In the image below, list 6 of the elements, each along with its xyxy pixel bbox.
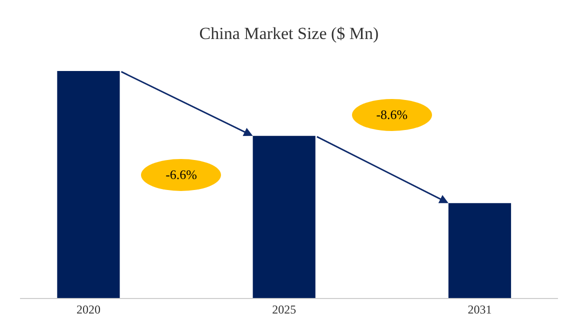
x-tick-label: 2031 — [468, 302, 492, 316]
annotation: -8.6% — [376, 106, 408, 123]
x-tick-label: 2020 — [76, 302, 100, 316]
x-tick-label: 2025 — [272, 302, 296, 316]
chart-title: China Market Size ($ Mn) — [199, 24, 379, 44]
annotation: -6.6% — [166, 167, 197, 184]
